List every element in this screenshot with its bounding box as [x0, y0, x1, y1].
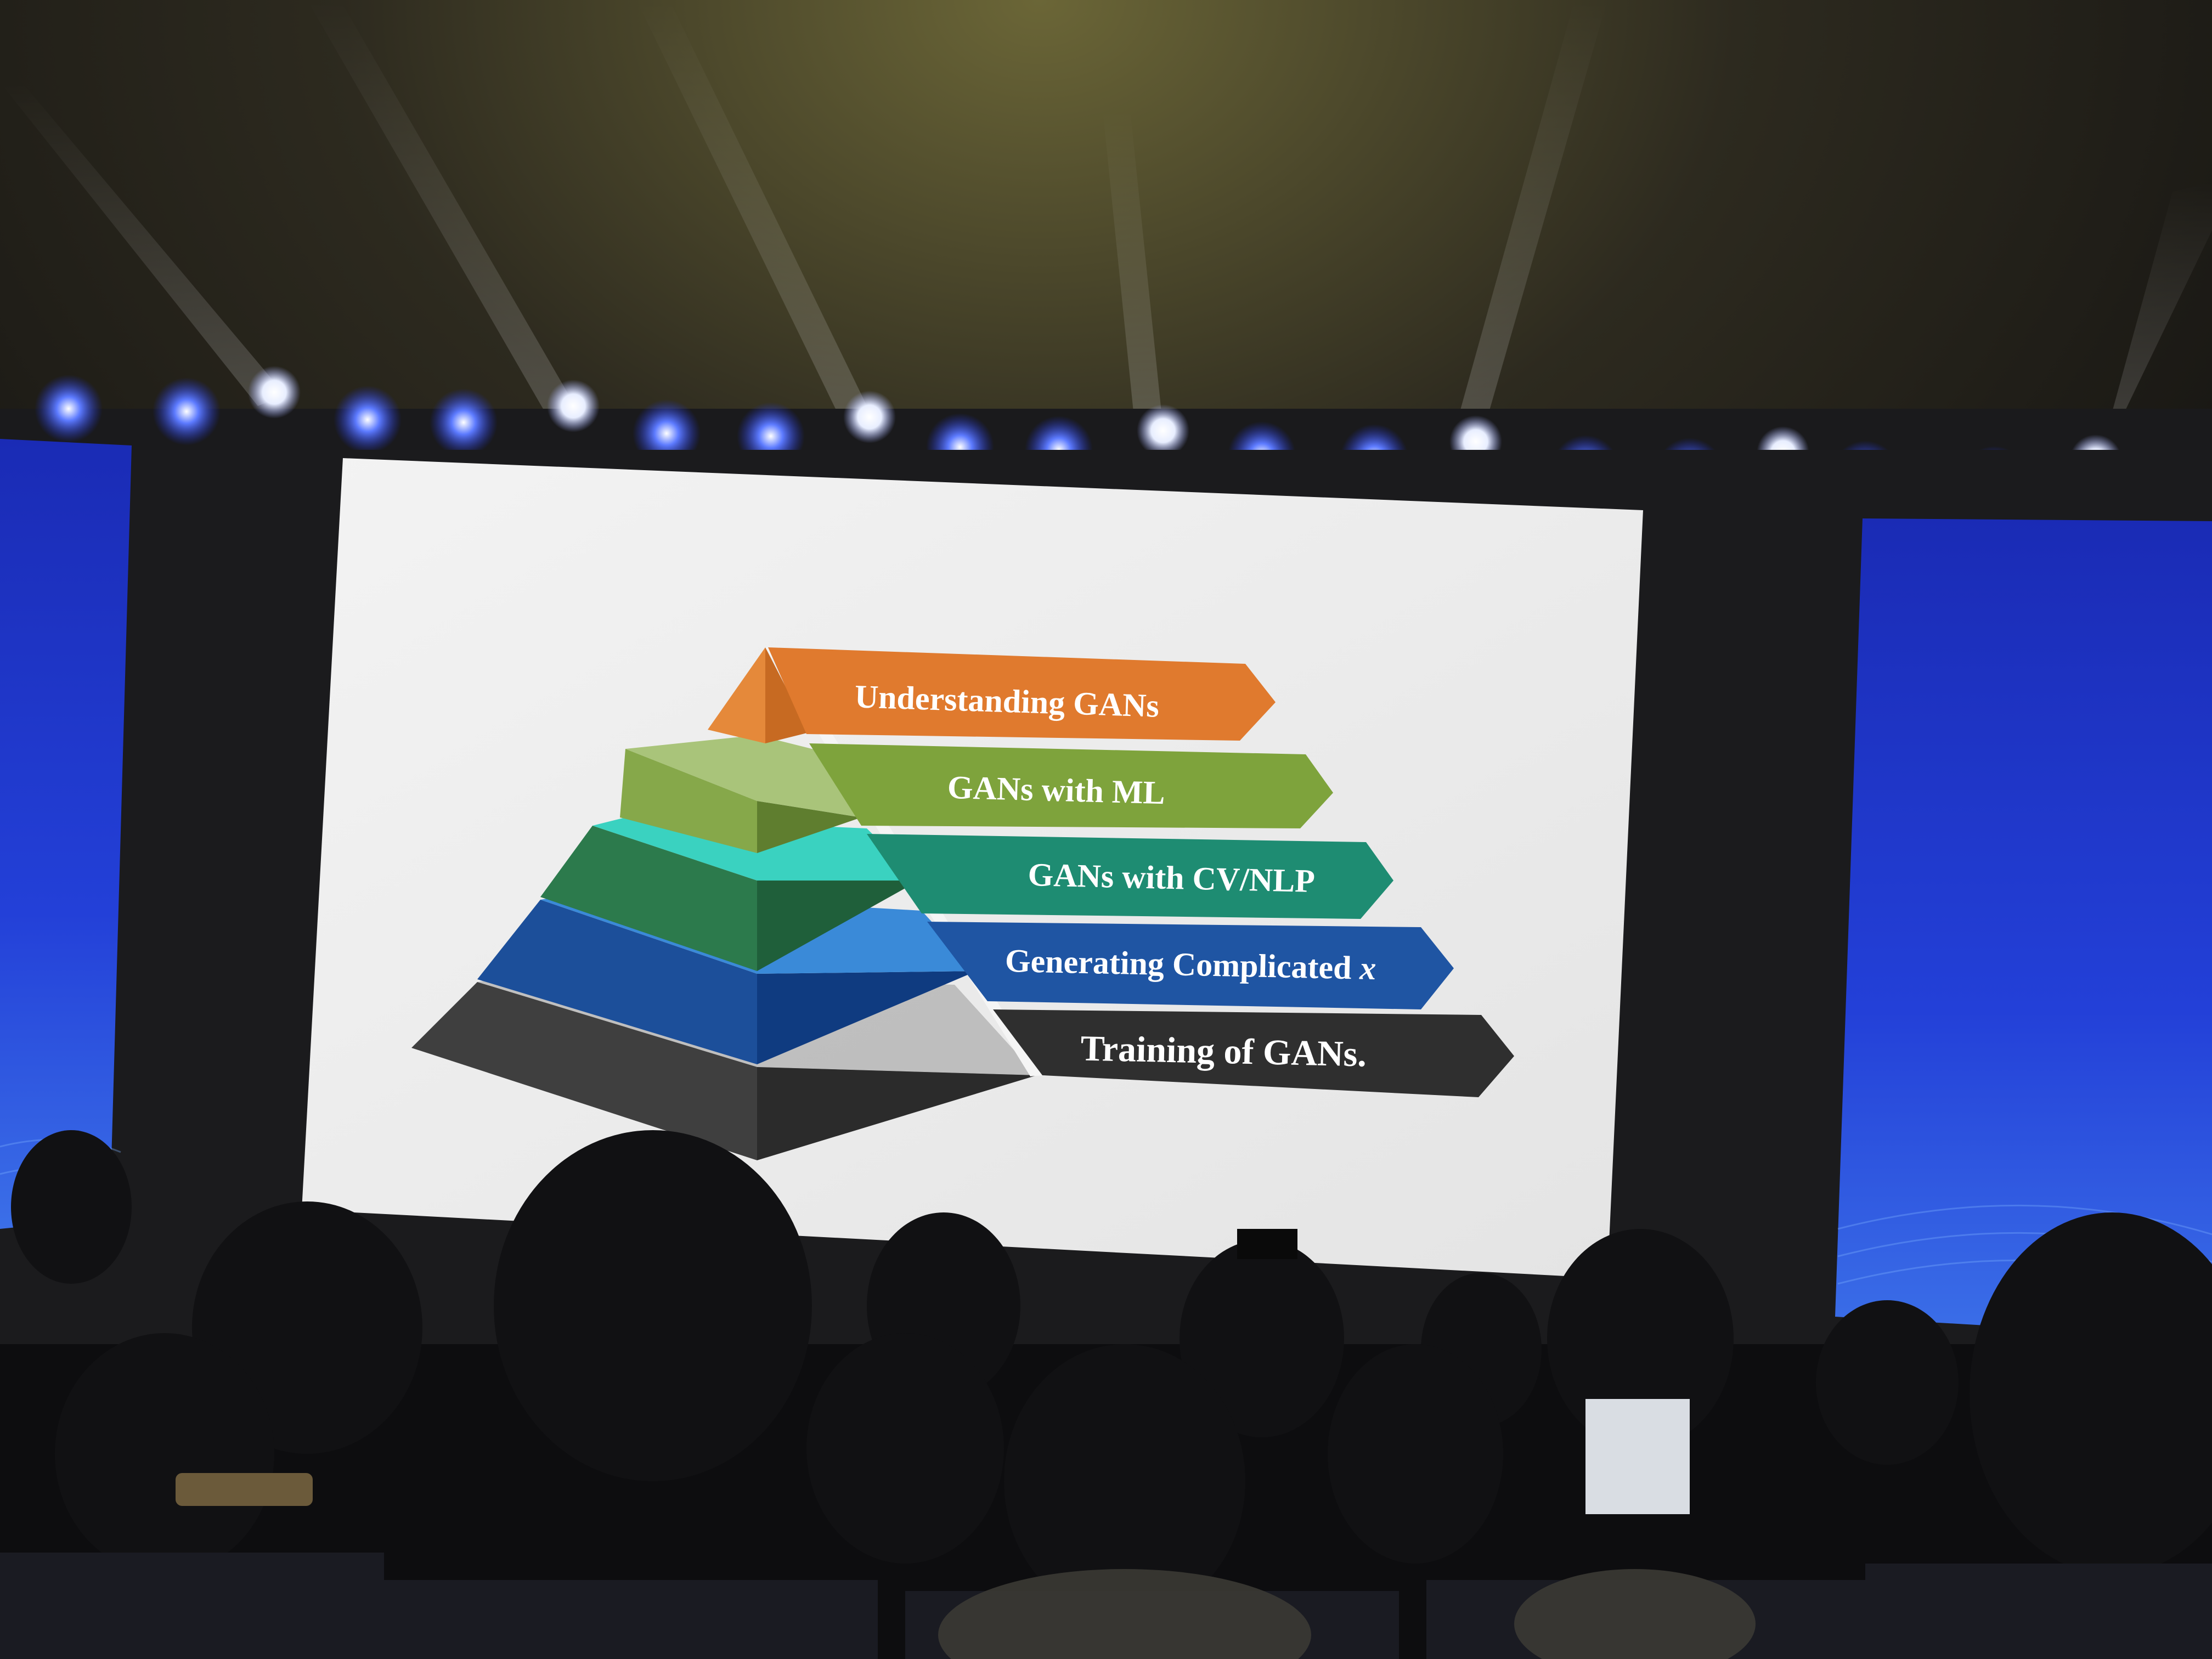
label-banner-ml: GANs with ML [809, 743, 1333, 828]
pyramid-layer-understanding [708, 647, 809, 743]
stage-light [1137, 404, 1189, 457]
stage-light [248, 366, 301, 419]
stage-light [430, 388, 498, 456]
label-generating: Generating Complicated x [1005, 943, 1376, 986]
label-cvnlp: GANs with CV/NLP [1028, 856, 1316, 899]
label-banner-understanding: Understanding GANs [768, 647, 1276, 741]
light-beams [0, 0, 2212, 472]
label-banner-generating: Generating Complicated x [927, 922, 1454, 1009]
label-ml: GANs with ML [947, 769, 1165, 811]
left-side-screen [0, 439, 132, 1229]
layer-labels: Understanding GANs GANs with ML GANs wit… [768, 647, 1514, 1097]
label-generating-text: Generating Complicated [1005, 943, 1360, 986]
label-training: Training of GANs. [1080, 1029, 1367, 1075]
stage-light [35, 375, 103, 443]
raised-phone [1237, 1229, 1297, 1259]
label-banner-cvnlp: GANs with CV/NLP [867, 834, 1393, 919]
stage-light [843, 391, 896, 443]
stage-light [153, 377, 221, 445]
right-side-screen [1835, 518, 2212, 1339]
stage-light [334, 386, 402, 454]
label-banner-training: Training of GANs. [993, 1009, 1514, 1097]
pyramid-layer-ml [620, 735, 861, 853]
stage-light [547, 380, 600, 432]
audience-collar [176, 1473, 313, 1506]
audience-shirt [1585, 1399, 1690, 1514]
audience [0, 1130, 2212, 1659]
label-generating-var: x [1359, 950, 1376, 986]
